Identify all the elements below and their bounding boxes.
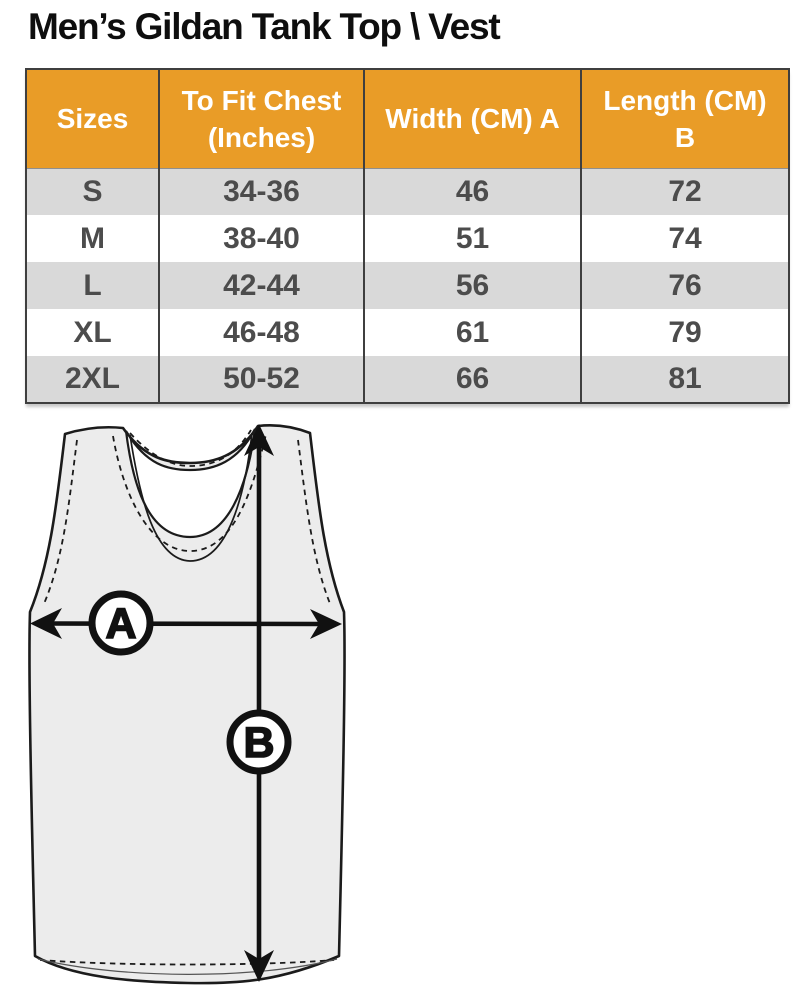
cell-size: 2XL <box>64 362 121 395</box>
cell-length: 79 <box>580 309 789 356</box>
label-a-text: A <box>105 600 136 648</box>
cell-chest: 34-36 <box>158 168 364 215</box>
cell-size: XL <box>73 315 112 349</box>
neck-opening <box>124 428 257 539</box>
cell-chest: 42-44 <box>158 262 364 309</box>
cell-size: L <box>83 268 102 302</box>
header-line: To Fit Chest <box>181 84 342 116</box>
table-row: S 34-36 46 72 <box>26 168 789 215</box>
table-row: 2XL 50-52 66 81 <box>26 356 789 403</box>
table-row: M 38-40 51 74 <box>26 215 789 262</box>
cell-length: 76 <box>580 262 789 309</box>
arrowhead-right <box>310 609 342 639</box>
table-row: XL 46-48 61 79 <box>26 309 789 356</box>
cell-chest: 46-48 <box>158 309 364 356</box>
cell-width: 66 <box>363 356 581 403</box>
table-row: L 42-44 56 76 <box>26 262 789 309</box>
header-row: Sizes To Fit Chest (Inches) Width (CM) A… <box>26 69 789 169</box>
cell-length: 74 <box>580 215 789 262</box>
cell-chest: 50-52 <box>158 356 364 403</box>
left-armhole-stitch <box>42 439 78 607</box>
cell-size: S <box>82 174 103 208</box>
tank-top-outline <box>28 424 346 985</box>
label-b-badge <box>226 709 292 775</box>
arrowhead-down <box>244 950 274 982</box>
bottom-hem-stitch <box>39 959 335 966</box>
front-neck-binding-line <box>129 432 253 562</box>
front-neck-stitch <box>112 433 267 552</box>
header-line: Length (CM) <box>603 84 767 116</box>
cell-width: 46 <box>363 168 581 215</box>
column-header-length: Length (CM) B <box>580 69 789 169</box>
header-line: B <box>674 121 696 153</box>
arrowhead-left <box>30 608 62 639</box>
size-table: Sizes To Fit Chest (Inches) Width (CM) A… <box>25 68 790 404</box>
column-header-width: Width (CM) A <box>363 69 581 169</box>
column-header-sizes: Sizes <box>26 69 159 169</box>
arrowhead-up <box>244 424 274 456</box>
column-header-chest: To Fit Chest (Inches) <box>158 69 364 169</box>
right-armhole-stitch <box>297 439 332 607</box>
header-line: Sizes <box>56 103 129 135</box>
cell-width: 51 <box>363 215 581 262</box>
header-line: (Inches) <box>207 121 316 153</box>
cell-length: 72 <box>580 168 789 215</box>
header-line: Width (CM) A <box>385 103 560 135</box>
cell-width: 56 <box>363 262 581 309</box>
page-title: Men’s Gildan Tank Top \ Vest <box>28 6 501 47</box>
label-b-text: B <box>243 719 274 767</box>
cell-size: M <box>80 221 105 255</box>
back-collar-stitch <box>129 429 252 467</box>
cell-length: 81 <box>580 356 789 403</box>
label-a-badge <box>88 590 154 656</box>
bottom-hem-fold-line <box>37 958 338 975</box>
tank-top-diagram: A B <box>28 424 346 985</box>
cell-chest: 38-40 <box>158 215 364 262</box>
cell-width: 61 <box>363 309 581 356</box>
